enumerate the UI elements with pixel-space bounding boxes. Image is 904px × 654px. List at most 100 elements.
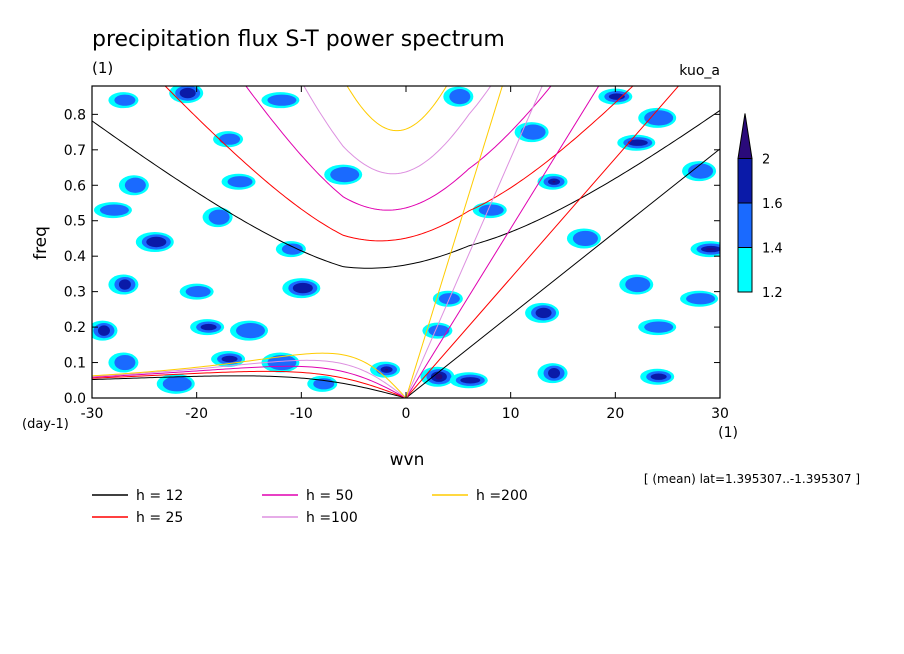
power-contour: [460, 377, 481, 384]
power-contour: [535, 307, 552, 319]
y-tick-label: 0.0: [64, 391, 86, 407]
power-contour: [162, 376, 192, 392]
x-tick-label: 20: [606, 406, 624, 422]
power-contour: [548, 367, 561, 379]
kelvin-curve: [405, 148, 720, 398]
power-contour: [686, 293, 716, 305]
power-contour: [608, 93, 625, 100]
kelvin-curve: [405, 86, 600, 398]
chart-title: precipitation flux S-T power spectrum: [92, 27, 505, 52]
colorbar-swatch: [737, 247, 753, 293]
power-contour: [644, 110, 674, 126]
power-contour: [114, 94, 136, 106]
power-contour: [114, 354, 136, 371]
power-contour: [219, 133, 241, 145]
y-tick-label: 0.8: [64, 107, 86, 123]
x-axis-label: wvn: [390, 450, 425, 470]
power-contour: [705, 248, 717, 250]
power-contour: [208, 209, 230, 225]
power-contour: [644, 321, 674, 333]
colorbar: 1.2 1.4 1.6 2: [737, 113, 783, 301]
rossby-curve: [92, 352, 407, 398]
rossby-curve: [92, 370, 407, 398]
power-contour: [688, 163, 714, 179]
colorbar-label: 2: [762, 153, 770, 168]
chart-unit-label: (1): [92, 59, 113, 77]
rossby-curve: [92, 375, 407, 398]
power-contour: [281, 243, 303, 255]
power-contour: [267, 354, 297, 371]
x-tick-label: 0: [402, 406, 411, 422]
legend-label: h =100: [306, 510, 358, 526]
plot-frame: [91, 85, 721, 399]
y-tick-label: 0.1: [64, 356, 86, 372]
y-axis: 0.0 0.1 0.2 0.3 0.4 0.5 0.6 0.7 0.8: [64, 107, 720, 407]
gravity-wave-curve: [164, 86, 634, 242]
x-tick-label: 10: [502, 406, 520, 422]
colorbar-label: 1.2: [762, 286, 783, 301]
power-contour: [200, 323, 217, 331]
y-tick-label: 0.4: [64, 249, 86, 265]
power-contour: [227, 176, 253, 188]
power-contour: [572, 230, 598, 247]
power-contour: [385, 368, 389, 371]
power-contour: [449, 89, 471, 105]
power-contour: [185, 286, 211, 298]
colorbar-extend-arrow: [737, 113, 753, 159]
kelvin-curve: [405, 86, 503, 398]
gravity-wave-curve: [346, 86, 448, 132]
power-contour: [267, 94, 297, 106]
x-tick-label: -30: [81, 406, 104, 422]
plot-area: [91, 85, 721, 399]
power-contour: [221, 355, 238, 363]
power-contour: [478, 204, 504, 216]
run-label: kuo_a: [679, 63, 720, 79]
power-contour: [179, 87, 196, 99]
x-tick-label: -20: [185, 406, 208, 422]
power-contour: [552, 180, 556, 183]
x-axis: -30 -20 -10 0 10 20 30: [81, 86, 729, 422]
power-contour: [428, 325, 450, 337]
rossby-curve: [92, 365, 407, 398]
power-contour: [435, 373, 443, 380]
power-contour: [97, 325, 110, 336]
gravity-wave-curve: [92, 109, 720, 269]
x-tick-label: 30: [711, 406, 729, 422]
power-contour: [330, 167, 360, 183]
power-contour: [650, 373, 667, 380]
y-tick-label: 0.7: [64, 143, 86, 159]
gravity-wave-curve: [245, 86, 552, 211]
x-tick-label: -10: [290, 406, 313, 422]
legend-label: h = 50: [306, 488, 353, 504]
colorbar-swatch: [737, 202, 753, 248]
power-contour: [292, 282, 313, 294]
y-tick-label: 0.3: [64, 285, 86, 301]
x-axis-unit: (1): [718, 425, 738, 441]
power-contour-layer: [92, 86, 720, 394]
power-contour: [236, 323, 265, 339]
gravity-wave-curve: [303, 86, 492, 175]
rossby-curve: [92, 359, 407, 398]
colorbar-swatch: [737, 158, 753, 204]
y-axis-label: freq: [31, 226, 51, 260]
y-tick-label: 0.2: [64, 320, 86, 336]
legend-label: h =200: [476, 488, 528, 504]
power-contour: [625, 276, 651, 293]
power-contour: [627, 139, 648, 146]
legend-label: h = 12: [136, 488, 183, 504]
kelvin-curve: [405, 86, 680, 398]
power-contour: [146, 236, 167, 248]
footer-note: [ (mean) lat=1.395307..-1.395307 ]: [644, 472, 860, 486]
dispersion-curves-layer: [92, 86, 720, 398]
y-tick-label: 0.5: [64, 214, 86, 230]
y-tick-label: 0.6: [64, 178, 86, 194]
legend: h = 12 h = 25 h = 50 h =100 h =200: [92, 488, 528, 526]
power-contour: [520, 124, 546, 140]
power-contour: [99, 204, 129, 216]
power-contour: [124, 177, 146, 193]
y-axis-unit: (day-1): [22, 417, 69, 432]
kelvin-curve: [405, 86, 543, 398]
colorbar-label: 1.6: [762, 197, 783, 212]
legend-label: h = 25: [136, 510, 183, 526]
